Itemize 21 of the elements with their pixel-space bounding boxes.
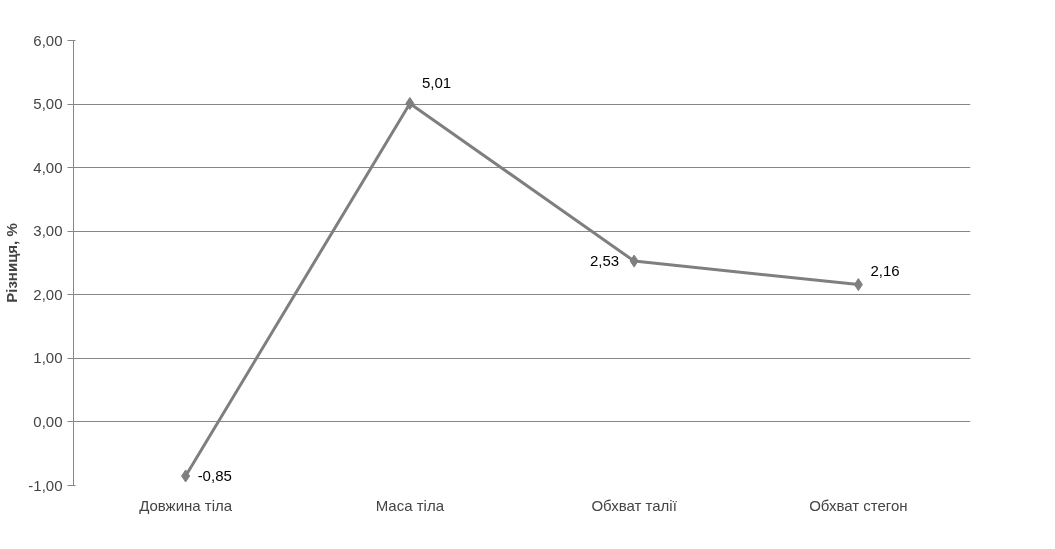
point (629, 254, 639, 268)
point (853, 278, 863, 292)
y-tick-label: 0,00 (33, 412, 63, 430)
y-tick-label: 6,00 (33, 31, 63, 49)
data-label: -0,85 (197, 466, 232, 484)
data-label: 2,16 (870, 261, 900, 279)
y-tick-label: 2,00 (33, 285, 63, 303)
x-tick-label: Довжина тіла (139, 496, 233, 514)
point (405, 96, 415, 110)
y-tick-label: 1,00 (33, 349, 63, 367)
data-label: 5,01 (421, 74, 452, 92)
point (181, 469, 191, 483)
y-tick-label: 5,00 (33, 95, 63, 113)
y-tick-label: 4,00 (33, 158, 63, 176)
y-tick-label: 3,00 (33, 222, 63, 240)
data-label: 2,53 (589, 252, 620, 270)
x-tick-label: Обхват стегон (809, 496, 908, 514)
x-tick-label: Обхват талії (591, 496, 678, 514)
y-tick-label: -1,00 (28, 476, 63, 494)
x-tick-label: Маса тіла (375, 496, 445, 514)
y-axis-title: Різниця, % (3, 223, 21, 303)
